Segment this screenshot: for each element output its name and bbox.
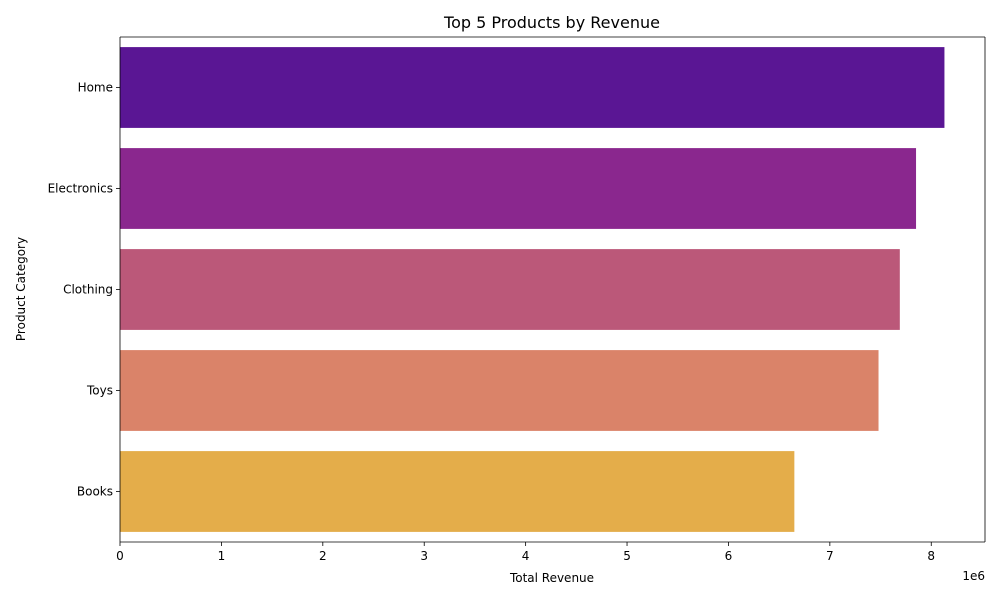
- x-tick-label: 5: [623, 549, 631, 563]
- chart-title: Top 5 Products by Revenue: [443, 13, 660, 32]
- x-tick-label: 1: [218, 549, 226, 563]
- x-axis: 0 1 2 3 4 5 6 7 8: [116, 542, 935, 563]
- x-tick-label: 3: [420, 549, 428, 563]
- y-tick-label: Toys: [86, 384, 113, 398]
- x-tick-label: 6: [725, 549, 733, 563]
- x-axis-label: Total Revenue: [509, 571, 594, 585]
- x-axis-offset-label: 1e6: [962, 569, 985, 583]
- x-tick-label: 7: [826, 549, 834, 563]
- y-tick-label: Books: [77, 485, 113, 499]
- y-tick-label: Electronics: [48, 182, 113, 196]
- y-axis-label: Product Category: [14, 237, 28, 341]
- bar-toys: [120, 350, 879, 431]
- bar-home: [120, 47, 945, 128]
- bar-electronics: [120, 148, 917, 229]
- y-tick-label: Clothing: [63, 283, 113, 297]
- x-tick-label: 8: [927, 549, 935, 563]
- bars-group: [120, 47, 945, 532]
- x-tick-label: 0: [116, 549, 124, 563]
- bar-clothing: [120, 249, 900, 330]
- x-tick-label: 2: [319, 549, 327, 563]
- x-tick-label: 4: [522, 549, 530, 563]
- y-axis: Home Electronics Clothing Toys Books: [48, 81, 120, 499]
- bar-books: [120, 451, 795, 532]
- y-tick-label: Home: [78, 81, 113, 95]
